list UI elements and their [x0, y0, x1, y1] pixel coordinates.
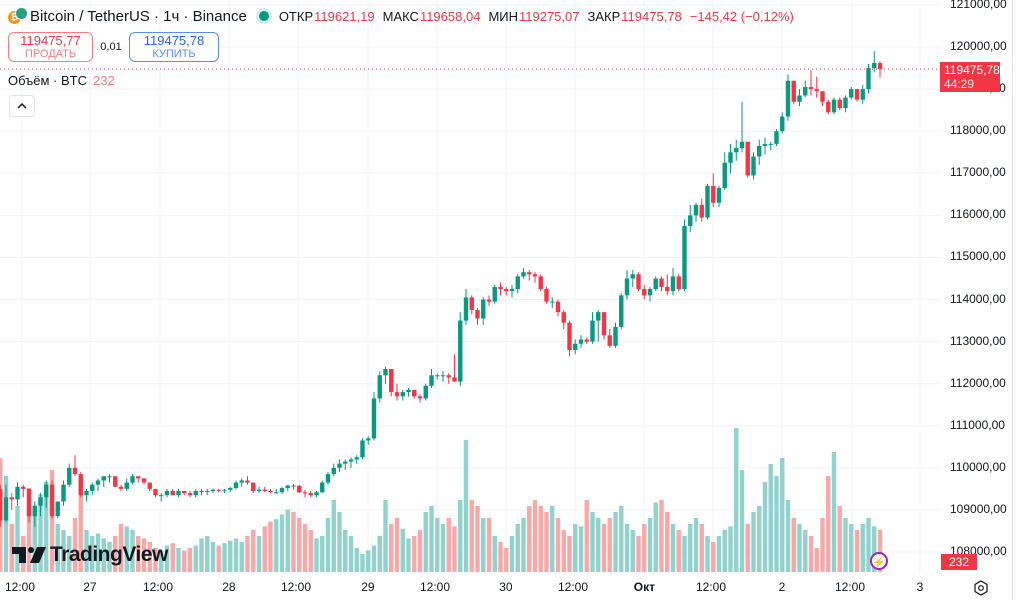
price-axis-label: 114000,00: [950, 291, 1006, 306]
price-axis-separator: [1012, 0, 1013, 600]
price-change: −145,42 (−0,12%): [689, 8, 794, 24]
time-axis-label: 12:00: [281, 580, 312, 594]
tradingview-wordmark: TradingView: [50, 543, 168, 566]
tradingview-logo-icon: [12, 547, 46, 563]
buy-button[interactable]: 119475,78 КУПИТЬ: [129, 32, 219, 62]
last-price-value: 119475,78: [944, 63, 1000, 77]
buy-label: КУПИТЬ: [152, 47, 196, 60]
ohlc-open-value: 119621,19: [314, 8, 375, 24]
price-axis-label: 113000,00: [950, 333, 1006, 348]
price-axis-label: 117000,00: [950, 165, 1006, 180]
ohlc-close-value: 119475,78: [621, 8, 682, 24]
spread-value: 0,01: [100, 41, 122, 53]
time-axis-label: 3: [916, 580, 924, 594]
btc-usdt-pair-icon: ₿: [8, 7, 28, 25]
time-axis-label: 30: [499, 580, 513, 594]
price-axis-label: 109000,00: [950, 501, 1007, 516]
ohlc-high-value: 119658,04: [419, 8, 481, 24]
time-axis-label: Окт: [633, 580, 656, 594]
price-axis-label: 120000,00: [950, 39, 1007, 54]
price-axis-label: 115000,00: [950, 249, 1006, 264]
volume-legend[interactable]: Объём · BTC 232: [8, 73, 115, 88]
price-axis-label: 110000,00: [950, 459, 1006, 474]
symbol-title[interactable]: Bitcoin / TetherUS · 1ч · Binance: [30, 7, 247, 25]
time-axis-label: 12:00: [5, 580, 36, 594]
last-price-tag: 119475,78 44:29: [940, 62, 1000, 92]
time-axis-label: 12:00: [558, 580, 589, 594]
time-axis-label: 12:00: [835, 580, 866, 594]
lightning-event-icon[interactable]: ⚡: [870, 552, 888, 570]
bar-countdown: 44:29: [944, 77, 975, 91]
volume-legend-label: Объём · BTC: [8, 73, 87, 88]
chart-settings-icon[interactable]: [973, 580, 989, 596]
chevron-up-icon: [17, 103, 27, 109]
collapse-legend-button[interactable]: [9, 95, 35, 117]
sell-button[interactable]: 119475,77 ПРОДАТЬ: [8, 32, 93, 62]
sell-label: ПРОДАТЬ: [24, 47, 77, 60]
time-axis-label: 12:00: [143, 580, 174, 594]
ohlc-low-label: МИН: [488, 8, 518, 24]
time-axis-label: 12:00: [420, 580, 451, 594]
price-axis-label: 118000,00: [950, 123, 1006, 138]
ohlc-open-label: ОТКР: [278, 8, 314, 24]
price-axis-label: 112000,00: [950, 375, 1006, 390]
price-axis-label: 121000,00: [950, 0, 1007, 11]
trade-panel: 119475,77 ПРОДАТЬ 0,01 119475,78 КУПИТЬ: [8, 32, 219, 62]
volume-legend-value: 232: [92, 73, 115, 88]
time-axis-label: 28: [222, 580, 236, 594]
market-open-status-icon[interactable]: [258, 11, 269, 21]
ohlc-low-value: 119275,07: [519, 8, 580, 24]
symbol-legend: ₿ Bitcoin / TetherUS · 1ч · Binance ОТКР…: [8, 7, 794, 25]
ohlc-close-label: ЗАКР: [587, 8, 621, 24]
ohlc-high-label: МАКС: [382, 8, 419, 24]
sell-price: 119475,77: [20, 32, 81, 48]
price-axis-label: 116000,00: [950, 207, 1006, 222]
buy-price: 119475,78: [143, 32, 205, 48]
price-axis-label: 111000,00: [950, 417, 1005, 432]
time-axis-label: 27: [83, 580, 97, 594]
time-axis-label: 12:00: [696, 580, 727, 594]
time-axis-label: 29: [361, 580, 375, 594]
volume-price-tag: 232: [941, 554, 977, 570]
time-axis-label: 2: [778, 580, 786, 594]
tradingview-logo[interactable]: TradingView: [12, 543, 168, 567]
